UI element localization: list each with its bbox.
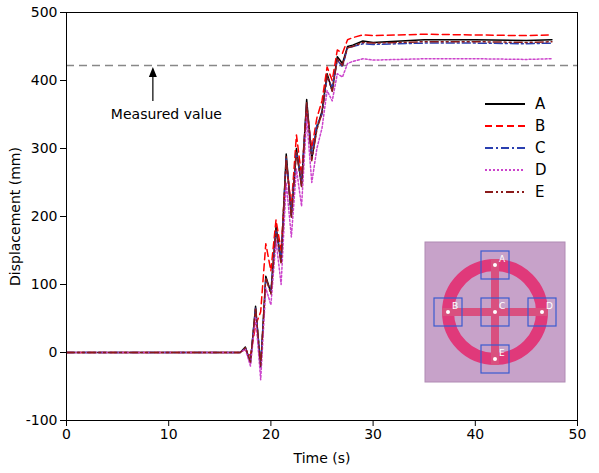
- svg-text:100: 100: [31, 276, 58, 292]
- svg-text:Displacement (mm): Displacement (mm): [7, 147, 23, 286]
- svg-text:0: 0: [49, 344, 58, 360]
- svg-text:30: 30: [364, 426, 382, 442]
- svg-text:-100: -100: [26, 412, 58, 428]
- svg-text:D: D: [535, 161, 547, 179]
- svg-text:D: D: [546, 301, 553, 311]
- svg-text:40: 40: [466, 426, 484, 442]
- svg-text:B: B: [535, 117, 545, 135]
- svg-text:A: A: [535, 95, 546, 113]
- svg-text:A: A: [499, 254, 506, 264]
- svg-text:0: 0: [62, 426, 71, 442]
- svg-text:B: B: [452, 301, 458, 311]
- svg-text:E: E: [499, 348, 505, 358]
- svg-text:50: 50: [569, 426, 587, 442]
- svg-text:C: C: [499, 301, 505, 311]
- svg-text:Time (s): Time (s): [293, 450, 351, 466]
- svg-text:10: 10: [160, 426, 178, 442]
- svg-text:20: 20: [262, 426, 280, 442]
- svg-text:200: 200: [31, 208, 58, 224]
- svg-text:500: 500: [31, 4, 58, 20]
- svg-text:400: 400: [31, 72, 58, 88]
- svg-text:C: C: [535, 139, 545, 157]
- svg-text:300: 300: [31, 140, 58, 156]
- svg-text:E: E: [535, 183, 544, 201]
- svg-text:Measured value: Measured value: [111, 106, 222, 122]
